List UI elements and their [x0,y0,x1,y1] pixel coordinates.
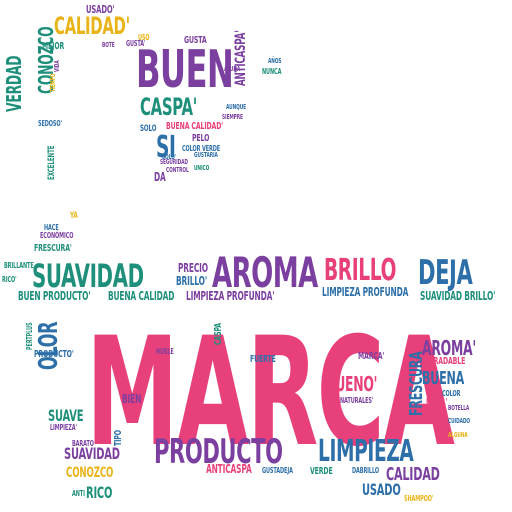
cloud-word: NUNCA [262,67,282,76]
cloud-word: ANTICASPA' [233,30,249,86]
cloud-word: AYUDA [224,65,241,73]
cloud-word: BUENA CALIDAD' [166,121,224,132]
cloud-word: ANTICASPA [206,462,252,476]
cloud-word: BARATO [72,439,94,448]
cloud-word: VERDE [310,466,333,477]
cloud-word: ECONÓMICO [40,231,74,240]
cloud-word: DA [154,170,166,184]
cloud-word: LIMPIEZA PROFUNDA' [186,289,275,303]
cloud-word: OLOR [34,321,64,370]
cloud-word: SHAMPOO' [404,494,434,503]
cloud-word: USADO [362,480,401,499]
cloud-word: AGRADABLE [424,356,466,367]
cloud-word: GUSTA' [126,39,146,48]
cloud-word: HACE [44,223,59,232]
cloud-word: MEJOR [42,41,65,52]
cloud-word: SI [156,130,176,165]
cloud-word: UNICO [194,164,210,172]
cloud-word: NADA' [426,397,448,408]
cloud-word: PRODUCTO [154,432,283,472]
cloud-word: FUERTE [250,354,276,365]
cloud-word: LIMPIEZA PROFUNDA [322,285,409,299]
cloud-word: TIEMPO [49,73,57,92]
cloud-word: AROMA [212,248,318,297]
cloud-word: CONOZCO [66,465,114,481]
cloud-word: BUENA CALIDAD [108,289,175,303]
cloud-word: RICO [86,483,113,502]
cloud-word: SUAVE [48,406,84,425]
cloud-word: BUEN PRODUCTO' [18,289,91,303]
cloud-word: COLOR [442,389,461,398]
cloud-word: LIMPIEZA' [50,423,77,432]
cloud-word: USADO' [86,3,115,16]
cloud-word: SOLO' [162,153,177,161]
cloud-word: LIMPIEZA [318,434,414,469]
cloud-word: AUNQUE [226,103,247,111]
cloud-word: SUAVIDAD [64,444,120,463]
cloud-word: VIDA [53,60,61,72]
cloud-word: PERTPLUS [25,322,34,350]
cloud-word: COLOR VERDE [182,144,221,153]
cloud-word: GUSTARIA [194,151,218,159]
cloud-word: BOTE [102,41,115,49]
cloud-word: SUAVIDAD [32,257,144,295]
cloud-word: DEJA [418,253,473,293]
cloud-word: GUSTADEJA [262,466,293,475]
cloud-word: BUENO' [326,372,378,396]
cloud-word: PRECIO [178,261,208,275]
cloud-word: SEGURIDAD [160,158,188,166]
cloud-word: FRESCURA' [34,243,72,254]
cloud-word: EXCELENTE [47,145,57,180]
cloud-word: BUENA [422,368,465,389]
cloud-word: BUEN [136,40,234,100]
cloud-word: RICO' [2,275,17,284]
cloud-word: TIPO [113,430,124,446]
cloud-word: SOLO [140,124,157,134]
cloud-word: BOTELLA [448,404,470,412]
cloud-word: SIEMPRE [222,113,243,121]
cloud-word: YA [70,211,78,221]
cloud-word: CONTROL [166,166,189,174]
cloud-word: CALIDAD' [54,12,130,40]
cloud-word: HUELE [156,347,174,356]
cloud-word: BRILLO' [176,274,207,288]
cloud-word: PELO [192,133,210,144]
cloud-word: BRILLANTE [4,261,34,270]
cloud-word: VERDAD [2,55,26,112]
cloud-word: MARCA' [358,351,385,362]
cloud-word: AÑOS [268,57,282,65]
cloud-word: SUAVIDAD BRILLO' [420,289,496,303]
cloud-word: DABRILLO [352,466,379,475]
cloud-word: SEDOSO' [38,119,62,128]
cloud-word: ANTI [72,489,85,498]
cloud-word: CASPA [213,323,224,345]
cloud-word: NATURALES' [340,396,374,405]
cloud-word: MARCA [86,306,455,480]
cloud-word: CALIDAD [386,464,440,485]
cloud-word: CASPA' [140,93,197,121]
cloud-word: USO [138,33,150,42]
cloud-word: PRODUCTO' [34,349,74,360]
cloud-word: AROMA' [422,336,476,360]
cloud-word: ALGUNA [448,431,468,439]
cloud-word: BRILLO [324,253,397,288]
cloud-word: BIEN [122,392,142,406]
cloud-word: CUIDADO [448,417,470,425]
cloud-word: GUSTA [184,35,207,46]
